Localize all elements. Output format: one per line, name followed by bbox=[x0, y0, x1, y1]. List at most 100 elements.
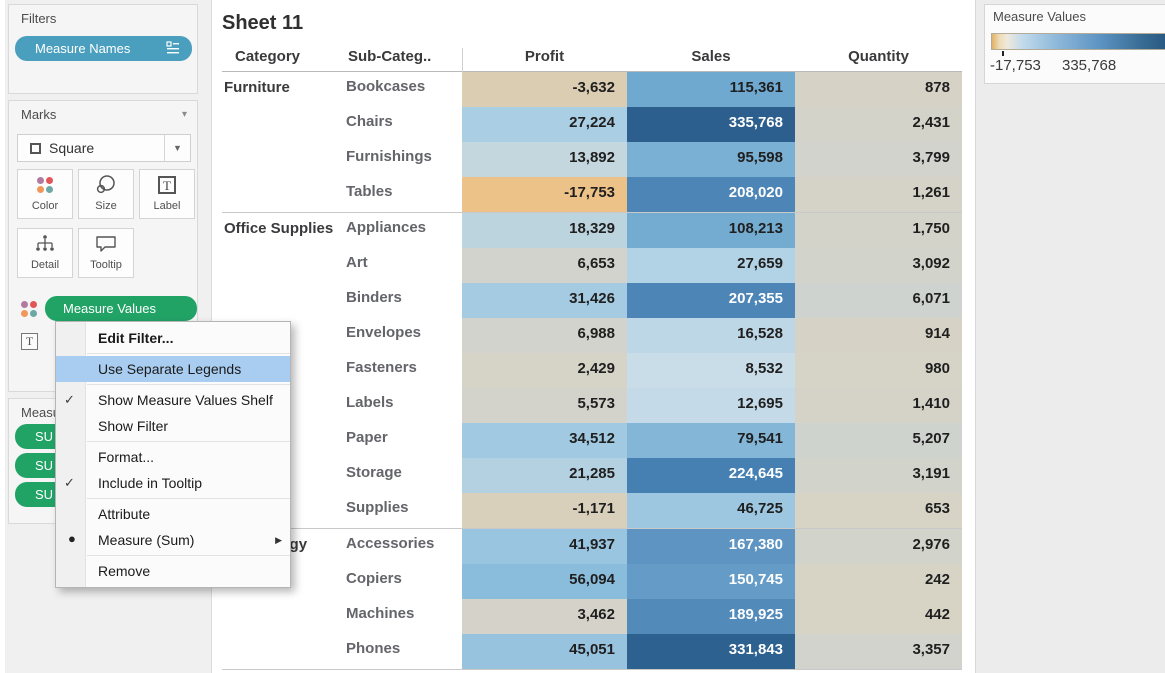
mark-type-dropdown[interactable]: Square ▼ bbox=[17, 134, 191, 162]
profit-cell[interactable]: 5,573 bbox=[462, 388, 627, 423]
tooltip-button[interactable]: Tooltip bbox=[78, 228, 134, 278]
menu-item-remove[interactable]: Remove bbox=[98, 563, 151, 579]
text-label-icon: T bbox=[158, 176, 176, 194]
measure-values-pill[interactable]: Measure Values bbox=[45, 296, 197, 321]
subcategory-label[interactable]: Fasteners bbox=[346, 359, 417, 376]
profit-cell[interactable]: 13,892 bbox=[462, 142, 627, 177]
table-row: Tables -17,753 208,020 1,261 bbox=[340, 177, 962, 212]
sales-cell[interactable]: 189,925 bbox=[627, 599, 795, 634]
measure-names-pill[interactable]: Measure Names bbox=[15, 36, 192, 61]
subcategory-label[interactable]: Copiers bbox=[346, 570, 402, 587]
chevron-down-icon[interactable]: ▼ bbox=[164, 135, 190, 161]
header-subcategory[interactable]: Sub-Categ.. bbox=[348, 48, 432, 65]
header-category[interactable]: Category bbox=[235, 48, 301, 65]
subcategory-label[interactable]: Phones bbox=[346, 640, 401, 657]
size-button[interactable]: Size bbox=[78, 169, 134, 219]
profit-cell[interactable]: 45,051 bbox=[462, 634, 627, 669]
menu-item-show-measure-values-shelf[interactable]: ✓ Show Measure Values Shelf bbox=[56, 387, 290, 413]
quantity-cell[interactable]: 3,357 bbox=[795, 634, 962, 669]
sales-cell[interactable]: 46,725 bbox=[627, 493, 795, 528]
profit-cell[interactable]: 41,937 bbox=[462, 529, 627, 564]
subcategory-label[interactable]: Appliances bbox=[346, 219, 427, 236]
detail-button[interactable]: Detail bbox=[17, 228, 73, 278]
quantity-cell[interactable]: 442 bbox=[795, 599, 962, 634]
quantity-cell[interactable]: 878 bbox=[795, 72, 962, 107]
profit-cell[interactable]: -17,753 bbox=[462, 177, 627, 212]
header-sales[interactable]: Sales bbox=[691, 48, 731, 65]
menu-item-attribute[interactable]: Attribute bbox=[98, 506, 151, 522]
subcategory-label[interactable]: Labels bbox=[346, 394, 394, 411]
subcategory-label[interactable]: Envelopes bbox=[346, 324, 422, 341]
sales-cell[interactable]: 150,745 bbox=[627, 564, 795, 599]
sales-cell[interactable]: 95,598 bbox=[627, 142, 795, 177]
sales-cell[interactable]: 331,843 bbox=[627, 634, 795, 669]
profit-cell[interactable]: 27,224 bbox=[462, 107, 627, 142]
quantity-cell[interactable]: 1,410 bbox=[795, 388, 962, 423]
subcategory-label[interactable]: Storage bbox=[346, 464, 402, 481]
profit-cell[interactable]: 3,462 bbox=[462, 599, 627, 634]
tooltip-bubble-icon bbox=[96, 236, 116, 252]
subcategory-label[interactable]: Bookcases bbox=[346, 78, 426, 95]
sales-cell[interactable]: 335,768 bbox=[627, 107, 795, 142]
profit-cell[interactable]: 6,653 bbox=[462, 248, 627, 283]
menu-item-measure-sum[interactable]: ● Measure (Sum) ▶ bbox=[56, 527, 290, 553]
subcategory-label[interactable]: Accessories bbox=[346, 535, 435, 552]
label-button[interactable]: T Label bbox=[139, 169, 195, 219]
quantity-cell[interactable]: 653 bbox=[795, 493, 962, 528]
table-row: Storage 21,285 224,645 3,191 bbox=[340, 458, 962, 493]
header-quantity[interactable]: Quantity bbox=[848, 48, 909, 65]
quantity-cell[interactable]: 3,799 bbox=[795, 142, 962, 177]
sales-cell[interactable]: 16,528 bbox=[627, 318, 795, 353]
sales-cell[interactable]: 115,361 bbox=[627, 72, 795, 107]
sales-cell[interactable]: 27,659 bbox=[627, 248, 795, 283]
sales-cell[interactable]: 208,020 bbox=[627, 177, 795, 212]
subcategory-label[interactable]: Chairs bbox=[346, 113, 393, 130]
menu-item-format[interactable]: Format... bbox=[98, 449, 155, 465]
quantity-cell[interactable]: 1,750 bbox=[795, 213, 962, 248]
subcategory-label[interactable]: Art bbox=[346, 254, 368, 271]
profit-cell[interactable]: 56,094 bbox=[462, 564, 627, 599]
profit-cell[interactable]: 18,329 bbox=[462, 213, 627, 248]
subcategory-label[interactable]: Tables bbox=[346, 183, 393, 200]
quantity-cell[interactable]: 5,207 bbox=[795, 423, 962, 458]
sales-cell[interactable]: 12,695 bbox=[627, 388, 795, 423]
subcategory-label[interactable]: Binders bbox=[346, 289, 402, 306]
sales-cell[interactable]: 207,355 bbox=[627, 283, 795, 318]
profit-cell[interactable]: 2,429 bbox=[462, 353, 627, 388]
profit-cell[interactable]: -3,632 bbox=[462, 72, 627, 107]
subcategory-label[interactable]: Paper bbox=[346, 429, 388, 446]
menu-item-show-filter[interactable]: Show Filter bbox=[98, 418, 169, 434]
category-label[interactable]: Furniture bbox=[224, 79, 290, 96]
profit-cell[interactable]: -1,171 bbox=[462, 493, 627, 528]
profit-cell[interactable]: 31,426 bbox=[462, 283, 627, 318]
sales-cell[interactable]: 108,213 bbox=[627, 213, 795, 248]
quantity-cell[interactable]: 2,976 bbox=[795, 529, 962, 564]
sales-cell[interactable]: 167,380 bbox=[627, 529, 795, 564]
checkmark-icon: ✓ bbox=[64, 475, 75, 490]
quantity-cell[interactable]: 242 bbox=[795, 564, 962, 599]
quantity-cell[interactable]: 3,092 bbox=[795, 248, 962, 283]
profit-cell[interactable]: 34,512 bbox=[462, 423, 627, 458]
menu-item-include-in-tooltip[interactable]: ✓ Include in Tooltip bbox=[56, 470, 290, 496]
color-gradient-ramp[interactable] bbox=[991, 33, 1165, 50]
quantity-cell[interactable]: 2,431 bbox=[795, 107, 962, 142]
profit-cell[interactable]: 6,988 bbox=[462, 318, 627, 353]
quantity-cell[interactable]: 914 bbox=[795, 318, 962, 353]
menu-item-use-separate-legends[interactable]: Use Separate Legends bbox=[56, 356, 290, 382]
menu-item-edit-filter[interactable]: Edit Filter... bbox=[98, 330, 174, 346]
collapse-caret-icon[interactable]: ▾ bbox=[181, 109, 187, 120]
quantity-cell[interactable]: 980 bbox=[795, 353, 962, 388]
subcategory-label[interactable]: Machines bbox=[346, 605, 415, 622]
profit-cell[interactable]: 21,285 bbox=[462, 458, 627, 493]
header-profit[interactable]: Profit bbox=[524, 48, 565, 65]
sales-cell[interactable]: 224,645 bbox=[627, 458, 795, 493]
quantity-cell[interactable]: 6,071 bbox=[795, 283, 962, 318]
subcategory-label[interactable]: Supplies bbox=[346, 499, 409, 516]
color-button[interactable]: Color bbox=[17, 169, 73, 219]
subcategory-label[interactable]: Furnishings bbox=[346, 148, 432, 165]
sales-cell[interactable]: 8,532 bbox=[627, 353, 795, 388]
sales-cell[interactable]: 79,541 bbox=[627, 423, 795, 458]
quantity-cell[interactable]: 1,261 bbox=[795, 177, 962, 212]
category-label[interactable]: Office Supplies bbox=[224, 220, 334, 237]
quantity-cell[interactable]: 3,191 bbox=[795, 458, 962, 493]
